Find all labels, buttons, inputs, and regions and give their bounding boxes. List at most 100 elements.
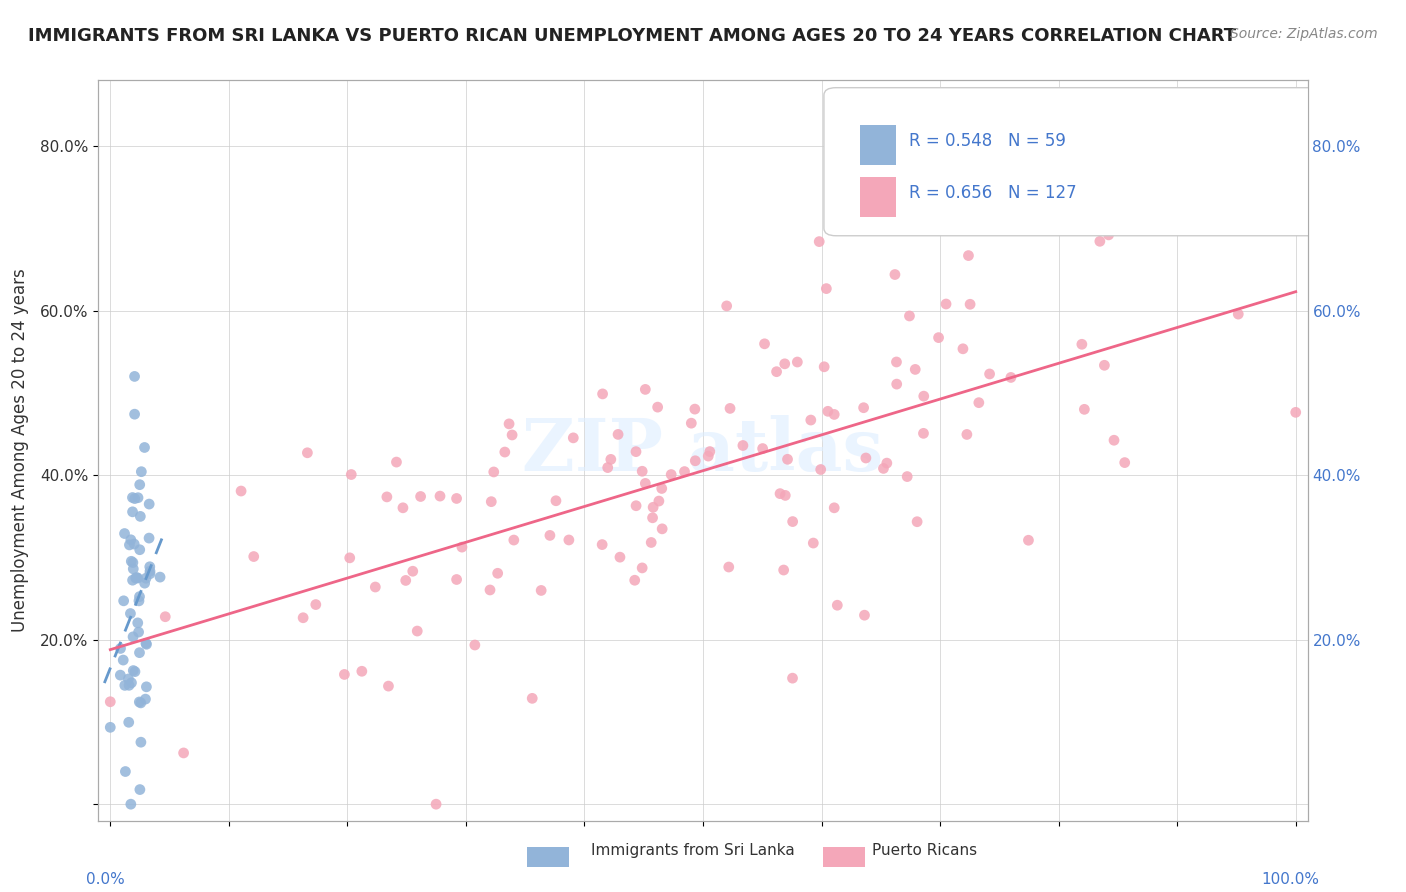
Point [498,417,520,431]
Point [229,483,252,498]
Point [110,641,132,656]
Text: ZIP atlas: ZIP atlas [523,415,883,486]
Point [135,571,157,585]
Point [591,538,613,552]
Point [1114,456,1136,470]
Point [425,797,447,812]
Point [1073,402,1095,417]
Point [827,598,849,612]
Point [813,359,835,374]
Point [699,444,721,458]
Point [128,542,150,557]
Point [149,570,172,584]
Point [124,491,146,506]
Point [446,573,468,587]
Point [139,559,162,574]
Point [957,249,980,263]
Point [121,505,143,519]
Point [810,462,832,476]
Point [651,522,673,536]
Point [979,367,1001,381]
Point [128,782,150,797]
Point [429,489,451,503]
Point [131,465,153,479]
Point [815,282,838,296]
Point [110,668,132,682]
Point [1285,405,1308,419]
Point [120,607,142,621]
Text: 0.0%: 0.0% [86,872,125,888]
Point [1102,434,1125,448]
Point [631,561,654,575]
Point [643,500,665,515]
Point [501,428,523,442]
Point [782,671,804,685]
Point [651,482,673,496]
Point [124,407,146,421]
Point [905,515,928,529]
Point [886,377,908,392]
Point [127,491,149,505]
Text: Puerto Ricans: Puerto Ricans [872,843,977,858]
FancyBboxPatch shape [824,87,1331,235]
Point [544,493,567,508]
Point [127,615,149,630]
Point [817,404,839,418]
Point [640,535,662,549]
Point [395,574,418,588]
Point [896,469,918,483]
Point [823,500,845,515]
Point [592,387,614,401]
Point [173,746,195,760]
Point [1017,533,1039,548]
Point [769,486,792,500]
Point [607,427,630,442]
Point [782,515,804,529]
Point [120,797,142,812]
Point [872,461,894,475]
Point [1227,307,1250,321]
Point [297,446,319,460]
Point [1088,205,1111,219]
Point [120,554,142,568]
Point [718,401,741,416]
FancyBboxPatch shape [860,125,897,165]
Point [683,402,706,417]
Point [912,426,935,441]
Point [340,467,363,482]
Point [464,638,486,652]
Point [775,488,797,502]
Point [112,594,135,608]
Point [786,355,808,369]
Point [1070,337,1092,351]
Point [876,456,898,470]
Point [129,696,152,710]
Point [631,464,654,478]
Point [685,454,707,468]
Point [959,297,981,311]
Point [121,573,143,587]
Point [697,449,720,463]
Point [98,695,121,709]
Point [681,416,703,430]
Point [134,441,156,455]
Point [135,637,157,651]
Point [118,715,141,730]
Point [118,538,141,552]
Point [773,357,796,371]
Point [823,408,845,422]
Point [801,536,824,550]
Point [754,336,776,351]
Point [772,563,794,577]
Point [128,625,150,640]
Point [409,490,432,504]
Point [155,609,177,624]
Point [385,455,408,469]
Point [886,355,908,369]
Point [624,499,647,513]
Point [884,268,907,282]
Point [912,389,935,403]
Point [716,299,738,313]
Point [967,395,990,409]
Point [112,653,135,667]
